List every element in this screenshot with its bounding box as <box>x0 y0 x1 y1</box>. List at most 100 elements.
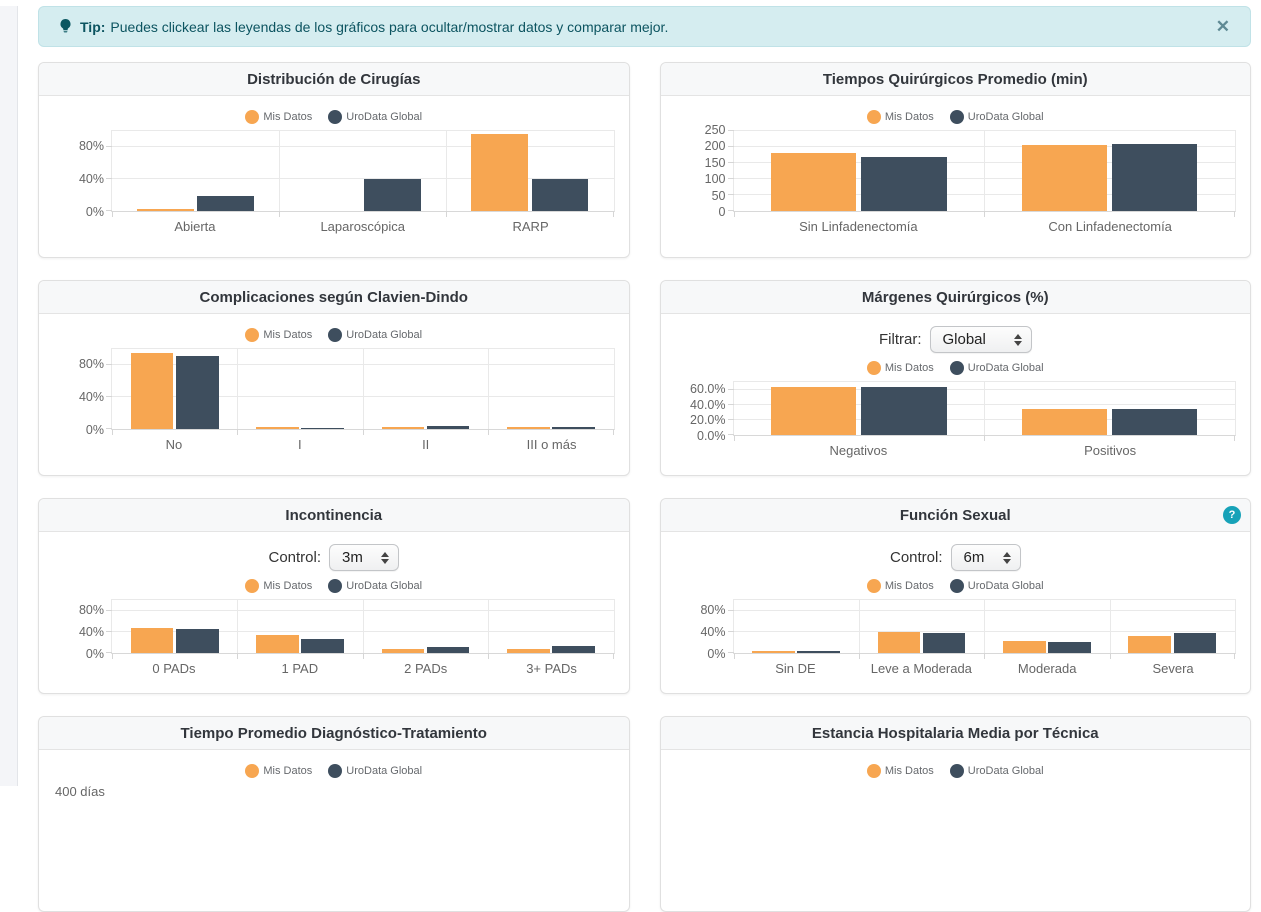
gridline <box>112 178 614 179</box>
panel-incontinencia: Incontinencia Control: 3m Mis Datos <box>38 498 630 694</box>
bar-chart: 0% 40% 80% Abierta Laparoscópica RARP <box>53 130 615 234</box>
y-tick-label: 60.0% <box>690 381 726 396</box>
legend-item-mis-datos[interactable]: Mis Datos <box>245 764 312 778</box>
legend-item-mis-datos[interactable]: Mis Datos <box>245 110 312 124</box>
tip-banner: Tip: Puedes clickear las leyendas de los… <box>38 6 1251 47</box>
control-select[interactable]: 3m <box>329 544 400 571</box>
category-separator <box>1109 600 1111 653</box>
mis-datos-marker-icon <box>866 764 881 778</box>
x-axis-labels: Sin Linfadenectomía Con Linfadenectomía <box>733 219 1237 234</box>
select-arrows-icon <box>1000 333 1022 346</box>
panel-title: Estancia Hospitalaria Media por Técnica <box>811 724 1099 742</box>
legend-item-mis-datos[interactable]: Mis Datos <box>866 110 934 124</box>
bar-chart: 0% 40% 80% 0 PADs 1 PAD 2 PADs 3+ PADs <box>53 599 615 676</box>
bar-urodata-global <box>1112 408 1198 435</box>
chart-legend: Mis Datos UroData Global <box>675 110 1237 124</box>
legend-item-urodata-global[interactable]: UroData Global <box>949 361 1044 375</box>
legend-item-mis-datos[interactable]: Mis Datos <box>866 361 934 375</box>
x-axis-labels: No I II III o más <box>111 437 615 452</box>
legend-item-mis-datos[interactable]: Mis Datos <box>866 579 934 593</box>
y-tick-mark <box>727 434 734 435</box>
close-icon[interactable]: ✕ <box>1215 17 1230 36</box>
bar-mis-datos <box>256 427 299 429</box>
panel-header: Estancia Hospitalaria Media por Técnica <box>660 717 1250 750</box>
legend-item-urodata-global[interactable]: UroData Global <box>949 764 1044 778</box>
plot-area <box>106 599 615 659</box>
legend-item-mis-datos[interactable]: Mis Datos <box>245 579 312 593</box>
category-separator <box>446 131 448 211</box>
bar-urodata-global <box>301 427 344 429</box>
legend-item-urodata-global[interactable]: UroData Global <box>328 328 422 342</box>
category-separator <box>279 131 281 211</box>
x-category-label: Moderada <box>1017 661 1077 676</box>
category-separator <box>984 382 986 435</box>
y-axis: 0% 40% 80% <box>53 599 111 661</box>
panel-title: Márgenes Quirúrgicos (%) <box>861 288 1049 306</box>
mis-datos-marker-icon <box>866 361 881 375</box>
y-tick-label: 80% <box>700 603 726 617</box>
x-category-label: Negativos <box>829 443 888 458</box>
bar-mis-datos <box>771 387 857 435</box>
bar-urodata-global <box>197 195 255 211</box>
x-category-label: 0 PADs <box>152 661 196 676</box>
control-select[interactable]: 6m <box>950 544 1021 571</box>
y-tick-label: 0 <box>718 205 726 219</box>
help-icon[interactable]: ? <box>1223 506 1241 524</box>
control-select-value: 6m <box>963 549 985 566</box>
mis-datos-marker-icon <box>245 579 260 593</box>
legend-item-urodata-global[interactable]: UroData Global <box>949 579 1044 593</box>
x-tick-mark <box>279 211 281 217</box>
x-category-label: II <box>422 437 430 452</box>
plot-area <box>727 130 1236 217</box>
x-tick-mark <box>612 653 614 659</box>
x-category-label: Leve a Moderada <box>870 661 972 676</box>
bar-urodata-global <box>364 179 422 211</box>
chart-legend: Mis Datos UroData Global <box>53 110 615 124</box>
bar-chart: 0 50 100 150 200 250 Sin Linfadenectomía Con L… <box>675 123 1237 234</box>
y-tick-mark <box>106 652 112 653</box>
x-category-label: No <box>165 437 183 452</box>
filter-row: Filtrar: Global <box>675 326 1237 353</box>
category-separator <box>488 600 490 653</box>
urodata-global-marker-icon <box>949 361 964 375</box>
y-tick-mark <box>106 396 112 397</box>
x-axis-labels: 0 PADs 1 PAD 2 PADs 3+ PADs <box>111 661 615 676</box>
x-tick-mark <box>612 429 614 435</box>
legend-item-urodata-global[interactable]: UroData Global <box>328 579 422 593</box>
bar-mis-datos <box>771 153 857 211</box>
filter-select[interactable]: Global <box>929 326 1032 353</box>
panel-tiempos-quirurgicos: Tiempos Quirúrgicos Promedio (min) Mis D… <box>659 62 1251 258</box>
panel-header: Función Sexual ? <box>660 499 1250 532</box>
chart-legend: Mis Datos UroData Global <box>53 579 615 593</box>
bar-chart: 0% 40% 80% No I II III o más <box>53 348 615 452</box>
y-tick-label: 150 <box>704 155 726 170</box>
control-row: Control: 6m <box>675 544 1237 571</box>
y-axis: 0 50 100 150 200 250 <box>675 123 733 219</box>
panel-title: Incontinencia <box>285 506 383 524</box>
x-tick-mark <box>733 211 735 217</box>
x-category-label: Laparoscópica <box>320 219 406 234</box>
bar-urodata-global <box>552 427 595 429</box>
panel-title: Función Sexual <box>899 506 1011 524</box>
y-tick-mark <box>727 178 734 179</box>
x-category-label: 3+ PADs <box>526 661 577 676</box>
x-tick-mark <box>488 429 490 435</box>
x-tick-mark <box>446 211 448 217</box>
legend-item-urodata-global[interactable]: UroData Global <box>949 110 1044 124</box>
category-separator <box>362 349 364 429</box>
y-tick-mark <box>106 146 112 147</box>
bar-urodata-global <box>861 156 947 211</box>
category-separator <box>362 600 364 653</box>
x-category-label: 1 PAD <box>281 661 319 676</box>
y-tick-label: 100 <box>704 172 726 187</box>
chart-legend: Mis Datos UroData Global <box>675 764 1237 778</box>
panel-title: Distribución de Cirugías <box>247 70 421 88</box>
legend-item-mis-datos[interactable]: Mis Datos <box>245 328 312 342</box>
legend-item-mis-datos[interactable]: Mis Datos <box>866 764 934 778</box>
legend-item-urodata-global[interactable]: UroData Global <box>328 764 422 778</box>
panel-header: Distribución de Cirugías <box>39 63 629 96</box>
x-tick-mark <box>362 653 364 659</box>
bar-mis-datos <box>381 427 425 429</box>
legend-item-urodata-global[interactable]: UroData Global <box>328 110 422 124</box>
chart-legend: Mis Datos UroData Global <box>53 764 615 778</box>
